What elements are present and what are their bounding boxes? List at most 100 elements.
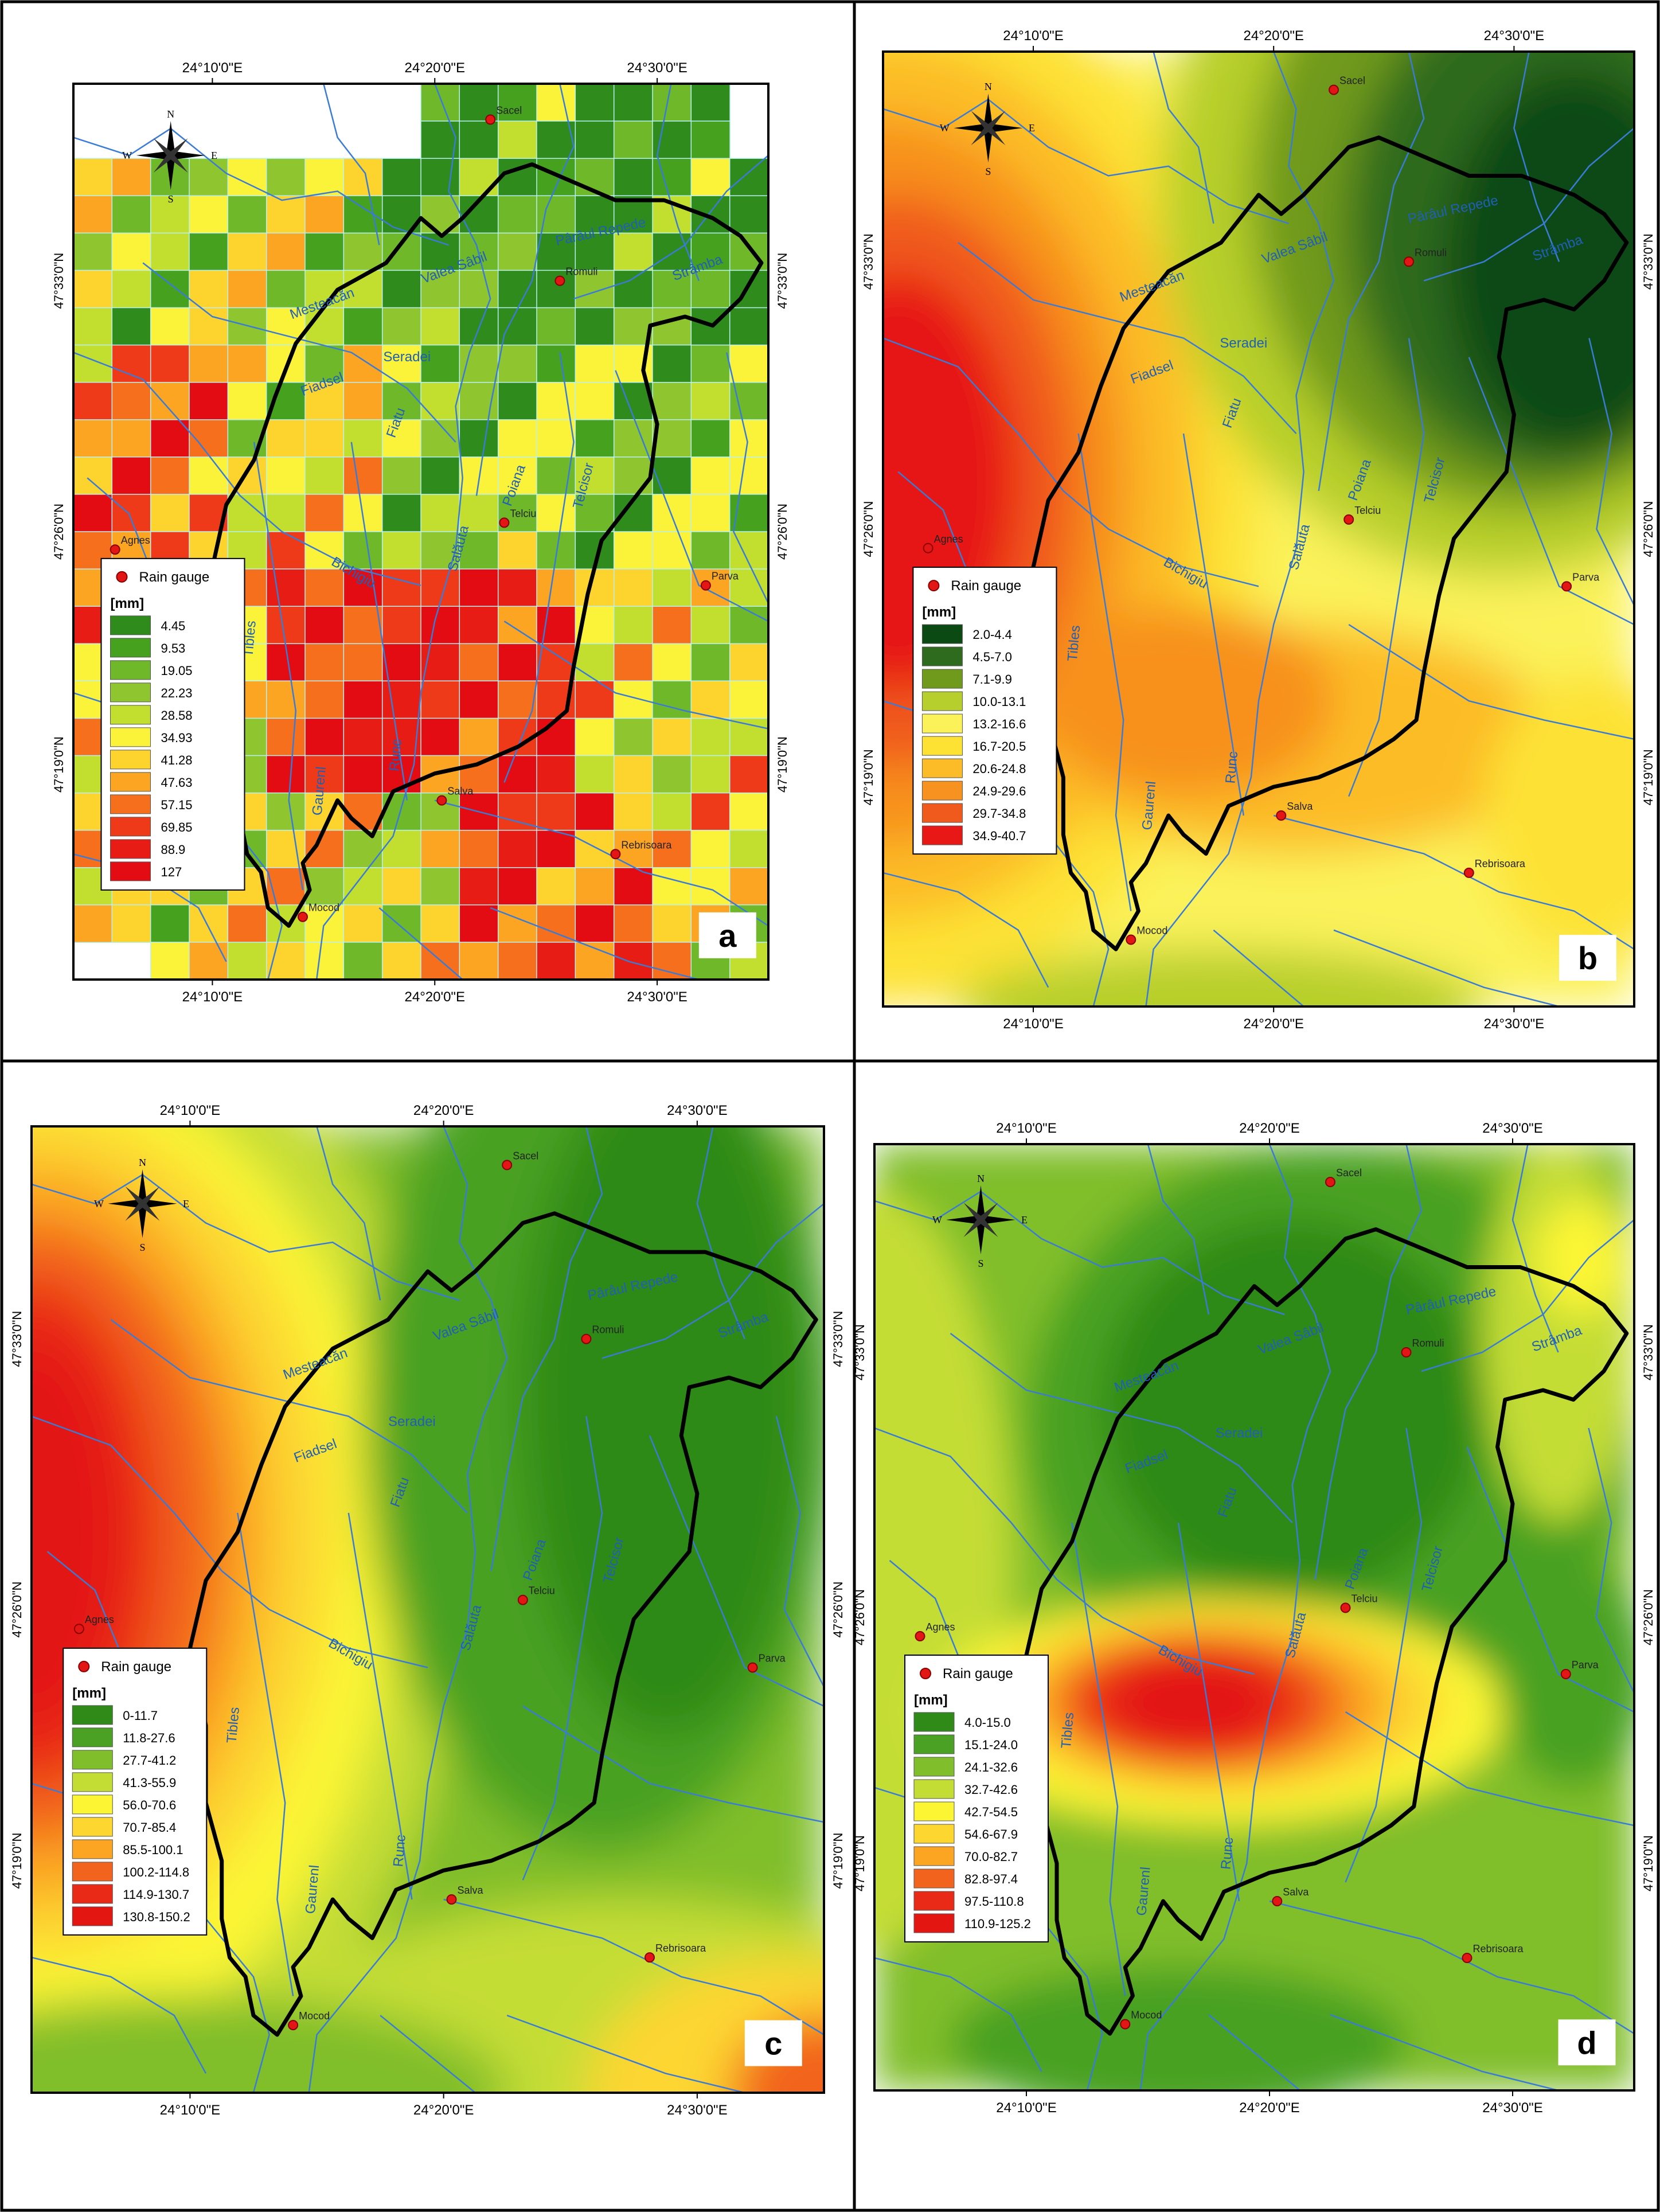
river-line (1511, 1144, 1559, 1353)
rain-gauge-marker (485, 114, 496, 125)
grid-cell (497, 867, 538, 906)
grid-cell (536, 531, 576, 570)
legend-class-label: 88.9 (161, 842, 185, 857)
rain-gauge-marker (1560, 1669, 1571, 1679)
rain-gauge-name: Mocod (299, 2010, 330, 2022)
catchment-boundary (1024, 1227, 1629, 2036)
river-line (323, 84, 380, 245)
river-line (142, 262, 456, 443)
river-line (32, 1956, 207, 2074)
river-line (958, 242, 1297, 434)
grid-cell (497, 531, 538, 570)
grid-cell (420, 270, 460, 309)
rain-gauge-marker (1561, 581, 1572, 592)
grid-cell (265, 195, 306, 234)
river-line (1213, 929, 1304, 1006)
grid-cell (575, 381, 615, 421)
river-line (1468, 357, 1634, 626)
river-line (573, 155, 768, 300)
grid-cell (690, 531, 731, 570)
grid-cell (304, 942, 345, 980)
grid-cell (150, 904, 190, 943)
legend-swatch (913, 1846, 955, 1866)
grid-cell (304, 195, 345, 234)
rain-gauge-name: Rebrisoara (621, 839, 672, 851)
compass-west-label: W (122, 150, 132, 161)
lon-tick-label: 24°10'0"E (1003, 1016, 1063, 1032)
legend-swatch (921, 803, 963, 823)
grid-cell (536, 717, 576, 756)
legend-swatch (921, 624, 963, 644)
grid-cell (536, 232, 576, 271)
river-line (378, 907, 463, 980)
grid-cell (690, 643, 731, 682)
grid-cell (189, 195, 229, 234)
lon-tick-label: 24°10'0"E (182, 989, 243, 1005)
river-line (1423, 127, 1634, 282)
legend-class-label: 70.0-82.7 (964, 1850, 1018, 1864)
legend-class-label: 82.8-97.4 (964, 1872, 1018, 1886)
grid-cell (613, 643, 654, 682)
rain-gauge-name: Agnes (121, 535, 150, 546)
grid-cell (381, 680, 422, 719)
grid-cell (343, 680, 383, 719)
grid-cell (420, 904, 460, 943)
lat-tick-label: 47°19'0"N (1641, 749, 1655, 805)
grid-cell (420, 494, 460, 533)
legend-swatch (72, 1772, 113, 1792)
grid-cell (189, 904, 229, 943)
river-name-label: Runc (1222, 751, 1241, 784)
rain-gauge-marker (1401, 1347, 1412, 1357)
rain-gauge-name: Sacel (496, 105, 522, 116)
grid-cell (73, 344, 113, 383)
rain-gauge-marker (915, 1631, 925, 1641)
legend: Rain gauge [mm] 4.0-15.0 15.1-24.0 24.1-32.6… (904, 1655, 1049, 1942)
legend-unit-label: [mm] (72, 1686, 106, 1701)
rain-gauge-name: Telciu (510, 508, 536, 519)
river-line (775, 1416, 824, 1687)
panel-letter-box (744, 2020, 802, 2066)
grid-cell (111, 344, 151, 383)
grid-cell (343, 829, 383, 869)
legend-swatch (110, 772, 151, 792)
grid-cell (497, 792, 538, 831)
grid-cell (613, 942, 654, 980)
grid-cell (189, 270, 229, 309)
legend-swatch (921, 713, 963, 734)
grid-cell (652, 942, 692, 980)
surface-contour-zone (1033, 605, 1334, 797)
legend-swatch (913, 1734, 955, 1754)
grid-cell (227, 232, 267, 271)
panel-letter-box (1558, 2019, 1616, 2066)
grid-cell (536, 568, 576, 607)
grid-cell (690, 717, 731, 756)
grid-cell (265, 270, 306, 309)
legend-swatch (72, 1794, 113, 1815)
grid-cell (381, 158, 422, 197)
legend-swatch (110, 839, 151, 859)
grid-cell (690, 84, 731, 122)
grid-cell (381, 419, 422, 458)
rain-gauge-marker (581, 1333, 592, 1344)
grid-cell (150, 457, 190, 496)
river-line (1466, 1446, 1634, 1713)
lat-tick-label: 47°19'0"N (861, 749, 876, 805)
grid-cell (729, 829, 768, 869)
grid-cell (652, 568, 692, 607)
rain-gauge-name: Romuli (1412, 1337, 1444, 1349)
grid-cell (227, 904, 267, 943)
river-line (347, 1512, 413, 1900)
grid-cell (189, 158, 229, 197)
legend-swatch (110, 615, 151, 635)
river-line (237, 1512, 294, 1996)
river-line (503, 621, 768, 729)
grid-cell (420, 158, 460, 197)
river-line (950, 1332, 1293, 1523)
rain-gauge-name: Romuli (565, 266, 597, 278)
rain-gauge-marker (1126, 934, 1136, 945)
legend-class-label: 32.7-42.6 (964, 1782, 1018, 1797)
grid-cell (690, 158, 731, 197)
river-line (32, 1173, 460, 1301)
river-line (32, 1415, 428, 1668)
legend-class-label: 34.9-40.7 (972, 829, 1026, 843)
